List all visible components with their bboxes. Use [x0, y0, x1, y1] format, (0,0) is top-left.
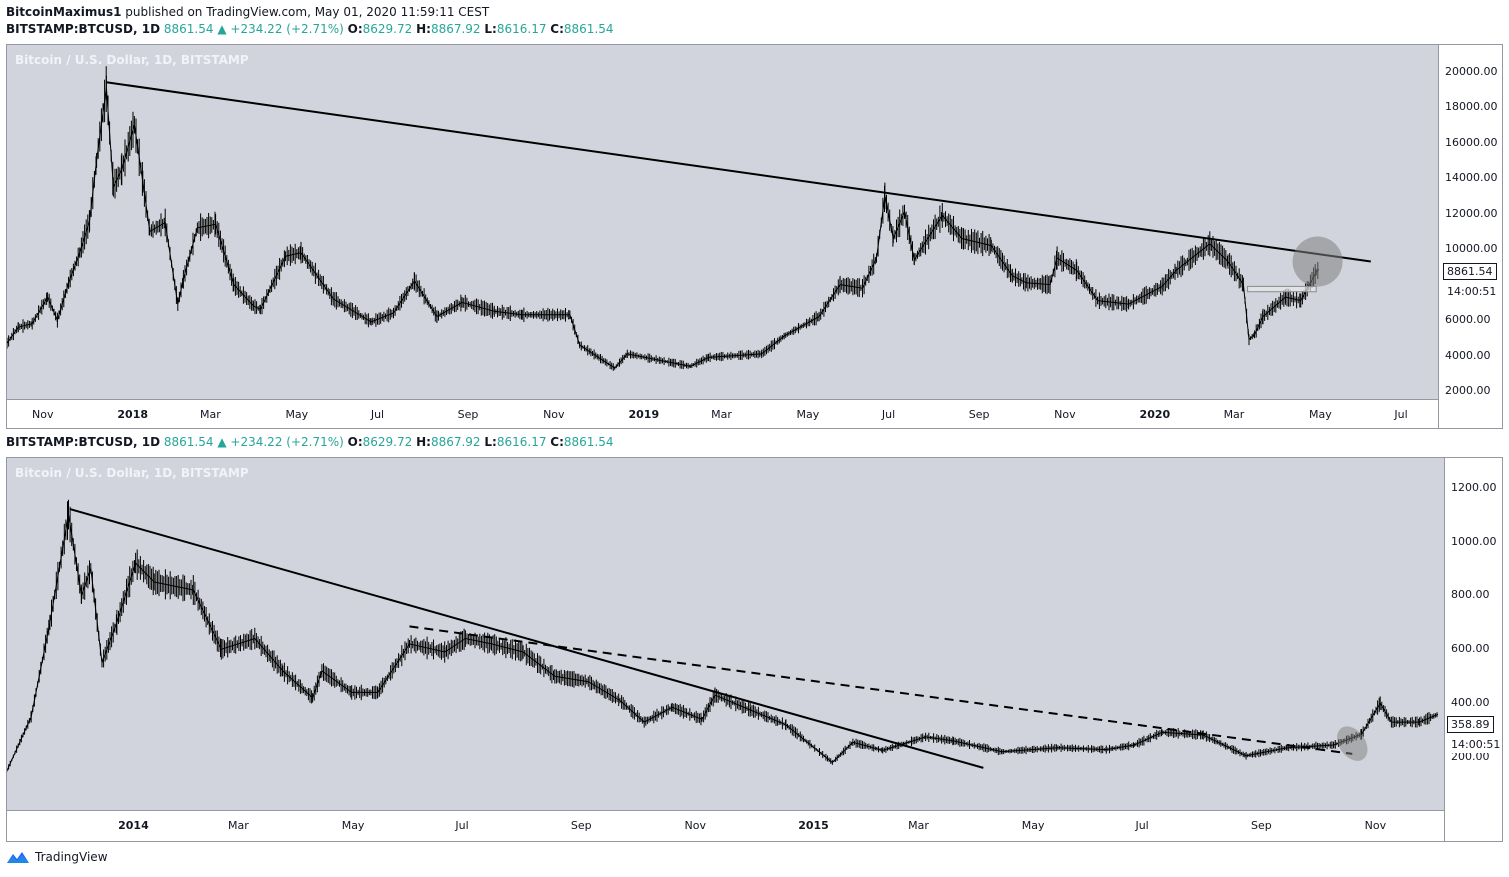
- x-tick-label: Nov: [684, 819, 707, 832]
- last-price-label-bottom: 358.89: [1447, 716, 1494, 733]
- x-tick-label: Jul: [1135, 819, 1149, 832]
- y-tick-label: 10000.00: [1445, 242, 1498, 256]
- highlight-circle[interactable]: [1292, 236, 1343, 287]
- highlight-ellipse[interactable]: [1331, 721, 1374, 767]
- author-name[interactable]: BitcoinMaximus1: [6, 5, 122, 19]
- resistance-trendline[interactable]: [106, 81, 1371, 263]
- x-tick-label: Mar: [711, 408, 732, 421]
- x-tick-label: Jul: [455, 819, 469, 832]
- dashed-trendline[interactable]: [409, 625, 1353, 755]
- x-tick-label: Jul: [881, 408, 896, 421]
- high-value-2: 8867.92: [430, 435, 481, 449]
- y-tick-label: 18000.00: [1445, 100, 1498, 114]
- chart-panel-top[interactable]: Bitcoin / U.S. Dollar, 1D, BITSTAMP 2000…: [6, 44, 1503, 429]
- price-series: [7, 66, 1320, 371]
- low-value: 8616.17: [496, 22, 547, 36]
- chart-plot-top[interactable]: [7, 45, 1438, 400]
- x-tick-label: Mar: [1223, 408, 1245, 421]
- y-tick-label: 6000.00: [1445, 313, 1491, 327]
- tradingview-footer[interactable]: TradingView: [6, 849, 108, 865]
- x-tick-label: 2018: [117, 408, 149, 421]
- x-tick-label: Jul: [1394, 408, 1408, 421]
- x-tick-label: Mar: [200, 408, 221, 421]
- x-tick-label: Nov: [1364, 819, 1387, 832]
- x-tick-label: Sep: [570, 819, 592, 832]
- chart-title-bottom: Bitcoin / U.S. Dollar, 1D, BITSTAMP: [15, 466, 249, 480]
- y-tick-label: 400.00: [1451, 696, 1490, 710]
- x-tick-label: May: [796, 408, 820, 421]
- time-axis-top[interactable]: Nov 2018 Mar May Jul Sep Nov 2019 Mar May Jul Sep No…: [7, 399, 1438, 428]
- x-tick-label: Jul: [370, 408, 385, 421]
- y-tick-label: 20000.00: [1445, 64, 1498, 78]
- tradingview-brand: TradingView: [35, 850, 108, 864]
- price-axis-top[interactable]: 20000.00 18000.00 16000.00 14000.00 12000.00…: [1438, 45, 1502, 428]
- chart-plot-bottom[interactable]: [7, 458, 1438, 811]
- y-tick-label: 800.00: [1451, 588, 1490, 602]
- symbol-legend: BITSTAMP:BTCUSD, 1D 8861.54 ▲ +234.22 (+…: [6, 22, 614, 36]
- y-tick-label: 1200.00: [1451, 480, 1497, 494]
- x-tick-label: Sep: [1250, 819, 1272, 832]
- chart-title-top: Bitcoin / U.S. Dollar, 1D, BITSTAMP: [15, 53, 249, 67]
- y-tick-label: 600.00: [1451, 642, 1490, 656]
- x-tick-label: May: [1021, 819, 1045, 832]
- x-tick-label: Mar: [228, 819, 249, 832]
- low-value-2: 8616.17: [496, 435, 547, 449]
- close-label: C:: [550, 22, 564, 36]
- price-change-2: +234.22 (+2.71%): [230, 435, 344, 449]
- y-tick-label: 16000.00: [1445, 135, 1498, 149]
- symbol-name-2: BITSTAMP:BTCUSD, 1D: [6, 435, 161, 449]
- resistance-trendline[interactable]: [70, 508, 984, 769]
- y-tick-label: 200.00: [1451, 750, 1490, 764]
- last-price-label-top: 8861.54: [1443, 263, 1497, 280]
- price-axis-bottom[interactable]: 1200.00 1000.00 800.00 600.00 400.00 200.00: [1444, 458, 1502, 841]
- close-label-2: C:: [550, 435, 564, 449]
- high-label: H:: [416, 22, 431, 36]
- range-box[interactable]: [1247, 285, 1317, 293]
- low-label-2: L:: [484, 435, 497, 449]
- y-tick-label: 14000.00: [1445, 171, 1498, 185]
- close-value: 8861.54: [563, 22, 614, 36]
- x-tick-label: May: [1308, 408, 1332, 421]
- x-tick-label: Nov: [32, 408, 54, 421]
- countdown-label-top: 14:00:51: [1443, 283, 1501, 300]
- tradingview-logo-icon: [7, 852, 29, 863]
- x-tick-label: Sep: [968, 408, 990, 421]
- y-tick-label: 1000.00: [1451, 534, 1497, 548]
- x-tick-label: Nov: [1054, 408, 1076, 421]
- x-tick-label: May: [285, 408, 309, 421]
- price-series: [7, 499, 1438, 772]
- last-price: 8861.54: [163, 22, 214, 36]
- publish-info: published on TradingView.com, May 01, 20…: [125, 5, 490, 19]
- x-tick-label: 2015: [798, 819, 829, 832]
- up-arrow-icon: ▲: [217, 22, 227, 36]
- x-tick-label: Sep: [457, 408, 479, 421]
- x-tick-label: May: [341, 819, 365, 832]
- low-label: L:: [484, 22, 497, 36]
- publish-header: BitcoinMaximus1 published on TradingView…: [6, 5, 489, 19]
- x-tick-label: 2020: [1139, 408, 1171, 421]
- open-value-2: 8629.72: [362, 435, 413, 449]
- y-tick-label: 12000.00: [1445, 206, 1498, 220]
- high-value: 8867.92: [430, 22, 481, 36]
- x-tick-label: Nov: [543, 408, 565, 421]
- up-arrow-icon-2: ▲: [217, 435, 227, 449]
- high-label-2: H:: [416, 435, 431, 449]
- countdown-label-bottom: 14:00:51: [1447, 736, 1502, 753]
- open-label: O:: [347, 22, 363, 36]
- price-change: +234.22 (+2.71%): [230, 22, 344, 36]
- symbol-name: BITSTAMP:BTCUSD, 1D: [6, 22, 161, 36]
- symbol-legend-2: BITSTAMP:BTCUSD, 1D 8861.54 ▲ +234.22 (+…: [6, 435, 614, 449]
- last-price-2: 8861.54: [163, 435, 214, 449]
- x-tick-label: 2019: [628, 408, 660, 421]
- open-label-2: O:: [347, 435, 363, 449]
- time-axis-bottom[interactable]: 2014 Mar May Jul Sep Nov 2015 Mar May Jul Sep Nov: [7, 810, 1444, 841]
- y-tick-label: 2000.00: [1445, 384, 1491, 398]
- x-tick-label: Mar: [908, 819, 929, 832]
- x-tick-label: 2014: [118, 819, 149, 832]
- open-value: 8629.72: [362, 22, 413, 36]
- close-value-2: 8861.54: [563, 435, 614, 449]
- y-tick-label: 4000.00: [1445, 348, 1491, 362]
- chart-panel-bottom[interactable]: Bitcoin / U.S. Dollar, 1D, BITSTAMP 1200…: [6, 457, 1503, 842]
